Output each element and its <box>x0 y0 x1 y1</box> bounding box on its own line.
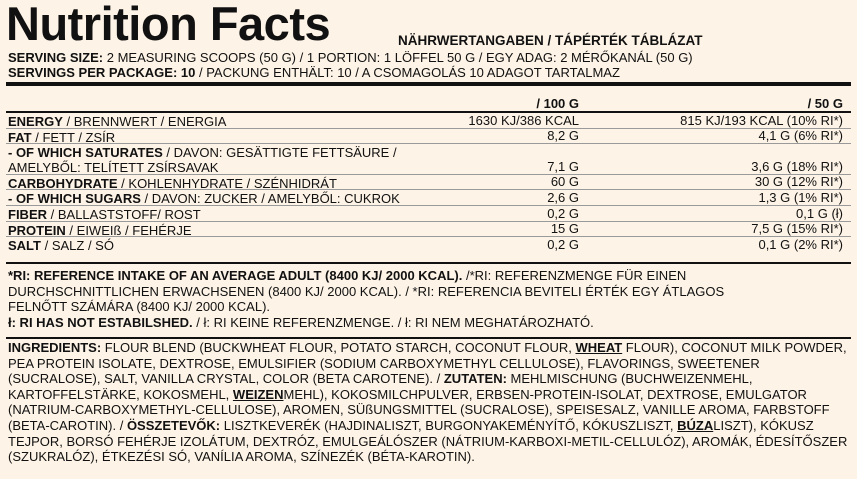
table-row: - OF WHICH SATURATES / DAVON: GESÄTTIGTE… <box>6 144 851 175</box>
value-per-100g: 2,6 G <box>547 189 579 205</box>
nutrient-name: - OF WHICH SATURATES <box>8 145 163 161</box>
nutrient-name: SALT <box>8 238 41 254</box>
heading: ÖSSZETEVŐK: <box>126 417 221 433</box>
subtitle: NÄHRWERTANGABEN / TÁPÉRTÉK TÁBLÁZAT <box>398 33 703 48</box>
allergen: BÚZA <box>677 417 714 433</box>
heading: INGREDIENTS: <box>8 340 102 355</box>
text: / PACKUNG ENTHÄLT: 10 / A CSOMAGOLÁS 10 … <box>198 65 620 80</box>
value-per-100g: 7,1 G <box>547 158 579 174</box>
value-per-50g: 7,5 G (15% RI*) <box>751 221 843 237</box>
table-row: ENERGY / BRENNWERT / ENERGIA 1630 KJ/386 … <box>6 113 851 129</box>
row-label: SALT / SALZ / SÓ <box>8 238 448 253</box>
text: FLOUR BLEND (BUCKWHEAT FLOUR, POTATO STA… <box>101 340 576 355</box>
nutrient-name: CARBOHYDRATE <box>8 175 118 191</box>
table-header: / 100 G / 50 G <box>6 93 851 113</box>
allergen: WHEAT <box>575 340 623 355</box>
text: FLOUR), COCONUT MILK POWDER, PEA PROTEIN… <box>8 340 847 387</box>
servings-per-package: SERVINGS PER PACKAGE: 10 / PACKUNG ENTHÄ… <box>8 65 620 80</box>
text: MEHLMISCHUNG (BUCHWEIZENMEHL, KARTOFFELS… <box>8 371 753 402</box>
row-label: ENERGY / BRENNWERT / ENERGIA <box>8 114 448 129</box>
nutrition-table: / 100 G / 50 G ENERGY / BRENNWERT / ENER… <box>6 93 851 253</box>
value-per-100g: 0,2 G <box>547 236 579 252</box>
ingredients: INGREDIENTS: FLOUR BLEND (BUCKWHEAT FLOU… <box>8 340 850 465</box>
text: 2 MEASURING SCOOPS (50 G) / 1 PORTION: 1… <box>106 50 693 65</box>
footnote-bold: ł: RI HAS NOT ESTABILSHED. <box>8 314 193 330</box>
table-row: - OF WHICH SUGARS / DAVON: ZUCKER / AMEL… <box>6 190 851 206</box>
nutrient-translation: / KOHLENHYDRATE / SZÉNHIDRÁT <box>121 175 337 191</box>
rule <box>6 82 851 86</box>
label: SERVING SIZE: <box>8 50 104 65</box>
value-per-100g: 60 G <box>550 174 579 190</box>
row-label: PROTEIN / EIWEIß / FEHÉRJE <box>8 223 448 238</box>
value-per-50g: 0,1 G (ł) <box>796 205 843 221</box>
footnotes: *RI: REFERENCE INTAKE OF AN AVERAGE ADUL… <box>8 268 738 330</box>
footnote: ł: RI HAS NOT ESTABILSHED. / ł: RI KEINE… <box>8 315 738 331</box>
value-per-50g: 4,1 G (6% RI*) <box>758 128 843 144</box>
column-header: / 100 G <box>536 96 579 111</box>
nutrient-name: FIBER <box>8 206 47 222</box>
footnote: *RI: REFERENCE INTAKE OF AN AVERAGE ADUL… <box>8 268 738 315</box>
value-per-100g: 8,2 G <box>547 128 579 144</box>
value-per-100g: 15 G <box>550 221 579 237</box>
value-per-50g: 3,6 G (18% RI*) <box>751 158 843 174</box>
row-label: FIBER / BALLASTSTOFF/ ROST <box>8 207 448 222</box>
row-label: - OF WHICH SATURATES / DAVON: GESÄTTIGTE… <box>8 145 448 175</box>
text: LISZTKEVERÉK (HAJDINALISZT, BURGONYAKEMÉ… <box>220 417 678 433</box>
footnote-bold: *RI: REFERENCE INTAKE OF AN AVERAGE ADUL… <box>8 268 463 283</box>
rule <box>6 262 851 264</box>
footnote-text: / ł: RI KEINE REFERENZMENGE. / ł: RI NEM… <box>192 314 594 330</box>
value-per-50g: 30 G (12% RI*) <box>754 174 843 190</box>
nutrient-translation: / FETT / ZSÍR <box>35 129 116 145</box>
allergen: WEIZEN <box>232 386 284 402</box>
column-header: / 50 G <box>807 96 843 111</box>
table-row: FAT / FETT / ZSÍR 8,2 G 4,1 G (6% RI*) <box>6 128 851 145</box>
row-label: - OF WHICH SUGARS / DAVON: ZUCKER / AMEL… <box>8 191 448 206</box>
text: LISZT), KÓKUSZ TEJPOR, BORSÓ FEHÉRJE IZO… <box>8 417 848 465</box>
nutrient-name: - OF WHICH SUGARS <box>8 191 141 207</box>
value-per-50g: 0,1 G (2% RI*) <box>758 236 843 252</box>
nutrient-translation: / EIWEIß / FEHÉRJE <box>69 222 192 238</box>
table-row: FIBER / BALLASTSTOFF/ ROST 0,2 G 0,1 G (ł) <box>6 206 851 222</box>
nutrient-name: FAT <box>8 129 32 145</box>
row-label: FAT / FETT / ZSÍR <box>8 130 448 145</box>
label: SERVINGS PER PACKAGE: 10 <box>8 65 196 80</box>
footnote-text: /*RI: REFERENZMENGE FÜR EINEN DURCHSCHNI… <box>8 268 725 315</box>
table-row: CARBOHYDRATE / KOHLENHYDRATE / SZÉNHIDRÁ… <box>6 174 851 191</box>
nutrient-name: ENERGY <box>8 114 63 129</box>
value-per-50g: 815 KJ/193 KCAL (10% RI*) <box>680 112 843 128</box>
row-label: CARBOHYDRATE / KOHLENHYDRATE / SZÉNHIDRÁ… <box>8 176 448 191</box>
text: MEHL), KOKOSMILCHPULVER, ERBSEN-PROTEIN-… <box>8 386 830 433</box>
heading: ZUTATEN: <box>443 371 507 387</box>
rule <box>6 337 851 339</box>
table-row: SALT / SALZ / SÓ 0,2 G 0,1 G (2% RI*) <box>6 236 851 253</box>
title: Nutrition Facts <box>6 0 331 50</box>
serving-size: SERVING SIZE: 2 MEASURING SCOOPS (50 G) … <box>8 50 693 65</box>
nutrient-translation: / DAVON: ZUCKER / AMELYBŐL: CUKROK <box>144 191 400 207</box>
nutrient-translation: / DAVON: GESÄTTIGTE FETTSÄURE / AMELYBŐL… <box>8 145 397 176</box>
nutrient-translation: / BRENNWERT / ENERGIA <box>66 114 227 129</box>
nutrient-name: PROTEIN <box>8 222 66 238</box>
nutrient-translation: / SALZ / SÓ <box>44 238 114 254</box>
value-per-50g: 1,3 G (1% RI*) <box>758 189 843 205</box>
value-per-100g: 1630 KJ/386 KCAL <box>468 112 579 128</box>
table-row: PROTEIN / EIWEIß / FEHÉRJE 15 G 7,5 G (15%… <box>6 221 851 238</box>
value-per-100g: 0,2 G <box>547 205 579 221</box>
nutrient-translation: / BALLASTSTOFF/ ROST <box>50 206 201 222</box>
